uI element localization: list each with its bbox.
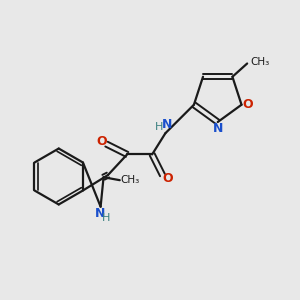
Text: N: N xyxy=(213,122,224,135)
Text: CH₃: CH₃ xyxy=(250,57,269,67)
Text: O: O xyxy=(96,135,106,148)
Text: H: H xyxy=(155,122,163,132)
Text: O: O xyxy=(243,98,253,111)
Text: O: O xyxy=(162,172,173,185)
Text: CH₃: CH₃ xyxy=(120,175,140,185)
Text: N: N xyxy=(95,207,105,220)
Text: N: N xyxy=(162,118,172,131)
Text: H: H xyxy=(102,213,110,223)
